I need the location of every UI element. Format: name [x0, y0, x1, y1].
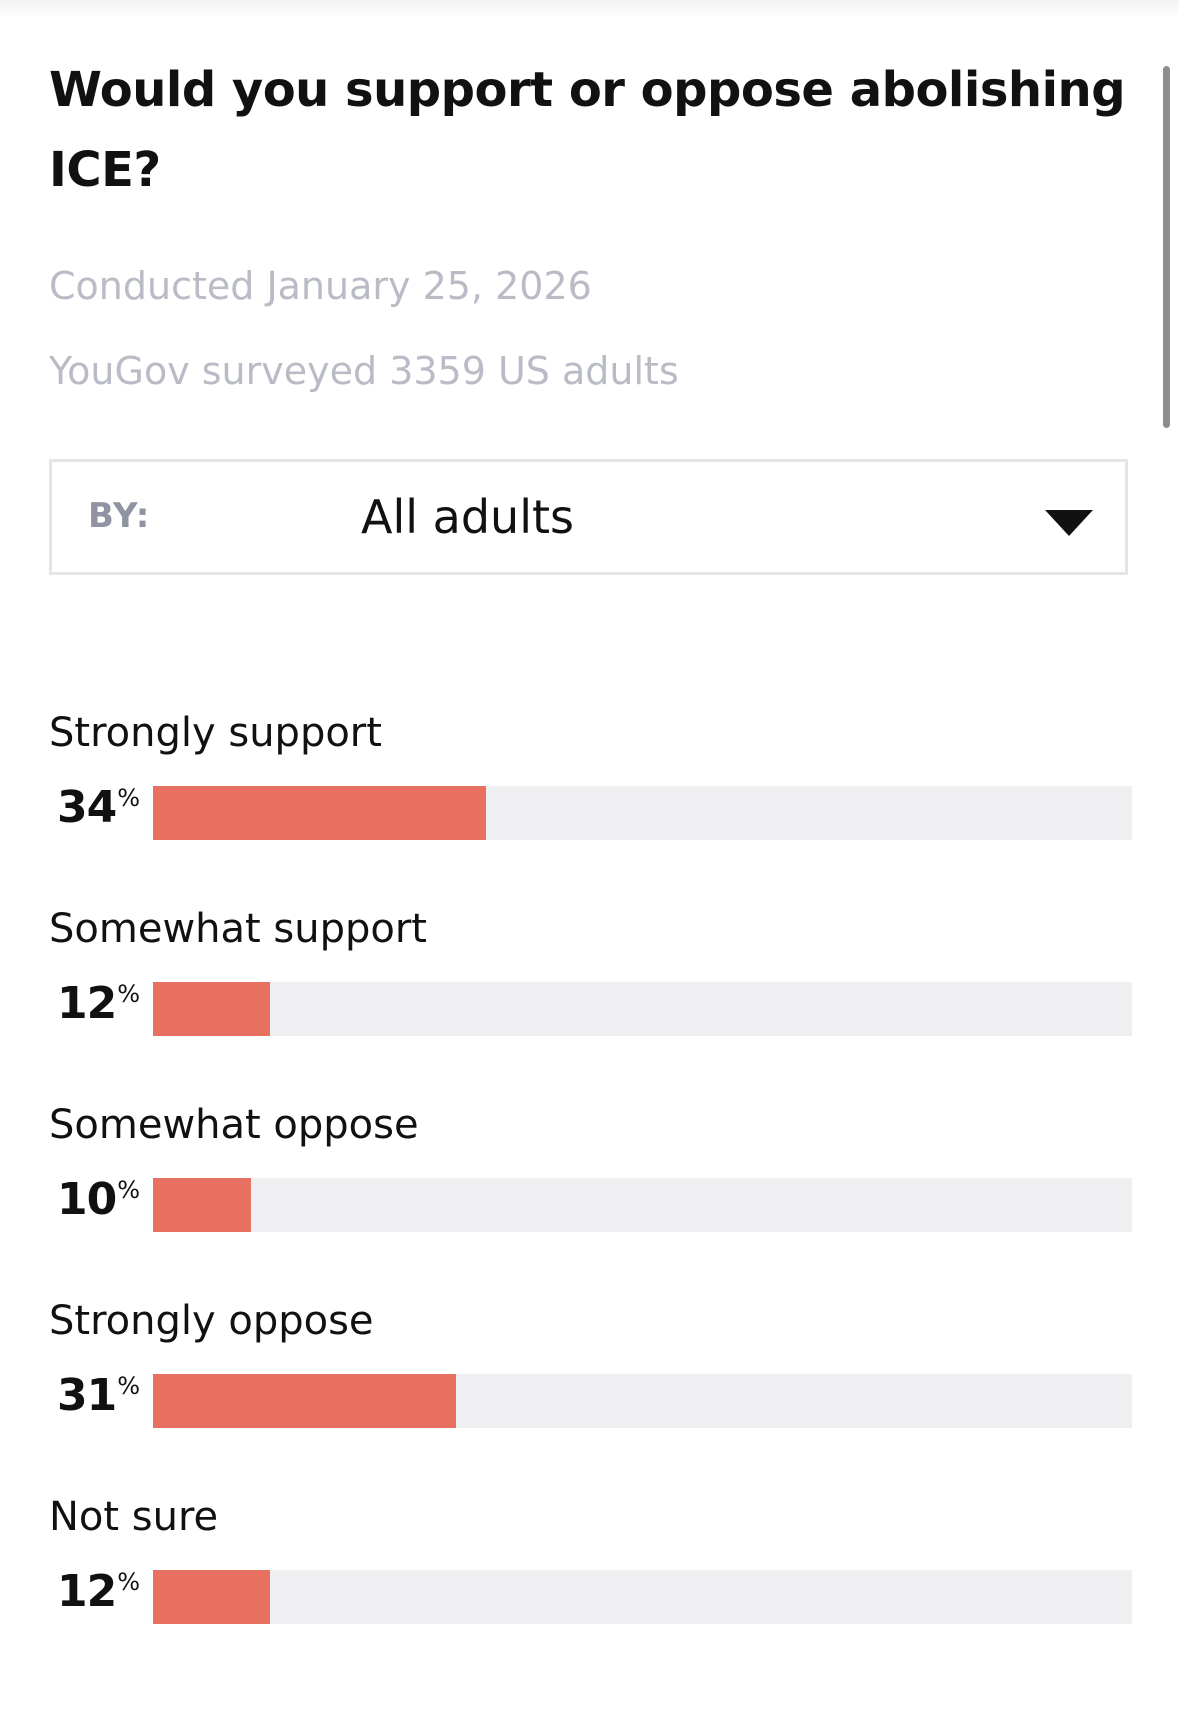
group-filter-dropdown[interactable]: BY: All adults: [49, 459, 1128, 575]
percent-sign: %: [117, 980, 140, 1008]
response-label: Strongly support: [49, 710, 382, 756]
poll-sample-info: YouGov surveyed 3359 US adults: [49, 349, 679, 393]
bar-track: [153, 786, 1132, 840]
percent-value: 31: [56, 1370, 117, 1421]
response-percent: 12%: [20, 1566, 140, 1617]
poll-question: Would you support or oppose abolishing I…: [49, 62, 1126, 198]
response-row: Strongly oppose 31%: [0, 1298, 1179, 1448]
response-label: Not sure: [49, 1494, 219, 1540]
response-row: Somewhat oppose 10%: [0, 1102, 1179, 1252]
filter-by-label: BY:: [88, 496, 151, 536]
response-row: Strongly support 34%: [0, 710, 1179, 860]
response-percent: 10%: [20, 1174, 140, 1225]
percent-sign: %: [117, 1372, 140, 1400]
response-percent: 31%: [20, 1370, 140, 1421]
percent-value: 12: [56, 1566, 117, 1617]
bar-fill: [153, 786, 486, 840]
bar-track: [153, 1570, 1132, 1624]
response-percent: 12%: [20, 978, 140, 1029]
response-label: Somewhat oppose: [49, 1102, 419, 1148]
bar-fill: [153, 1178, 251, 1232]
response-percent: 34%: [20, 782, 140, 833]
percent-value: 12: [56, 978, 117, 1029]
percent-sign: %: [117, 1176, 140, 1204]
response-label: Strongly oppose: [49, 1298, 374, 1344]
top-shadow: [0, 0, 1179, 18]
percent-sign: %: [117, 1568, 140, 1596]
bar-track: [153, 1178, 1132, 1232]
caret-down-icon: [1045, 510, 1093, 536]
response-label: Somewhat support: [49, 906, 427, 952]
scrollbar-thumb[interactable]: [1163, 66, 1170, 428]
percent-value: 10: [56, 1174, 117, 1225]
bar-fill: [153, 1570, 271, 1624]
bar-track: [153, 1374, 1132, 1428]
bar-fill: [153, 1374, 457, 1428]
bar-fill: [153, 982, 271, 1036]
poll-date: Conducted January 25, 2026: [49, 264, 592, 308]
bar-track: [153, 982, 1132, 1036]
response-row: Not sure 12%: [0, 1494, 1179, 1644]
percent-sign: %: [117, 784, 140, 812]
percent-value: 34: [56, 782, 117, 833]
filter-selected-value: All adults: [361, 490, 574, 544]
response-row: Somewhat support 12%: [0, 906, 1179, 1056]
